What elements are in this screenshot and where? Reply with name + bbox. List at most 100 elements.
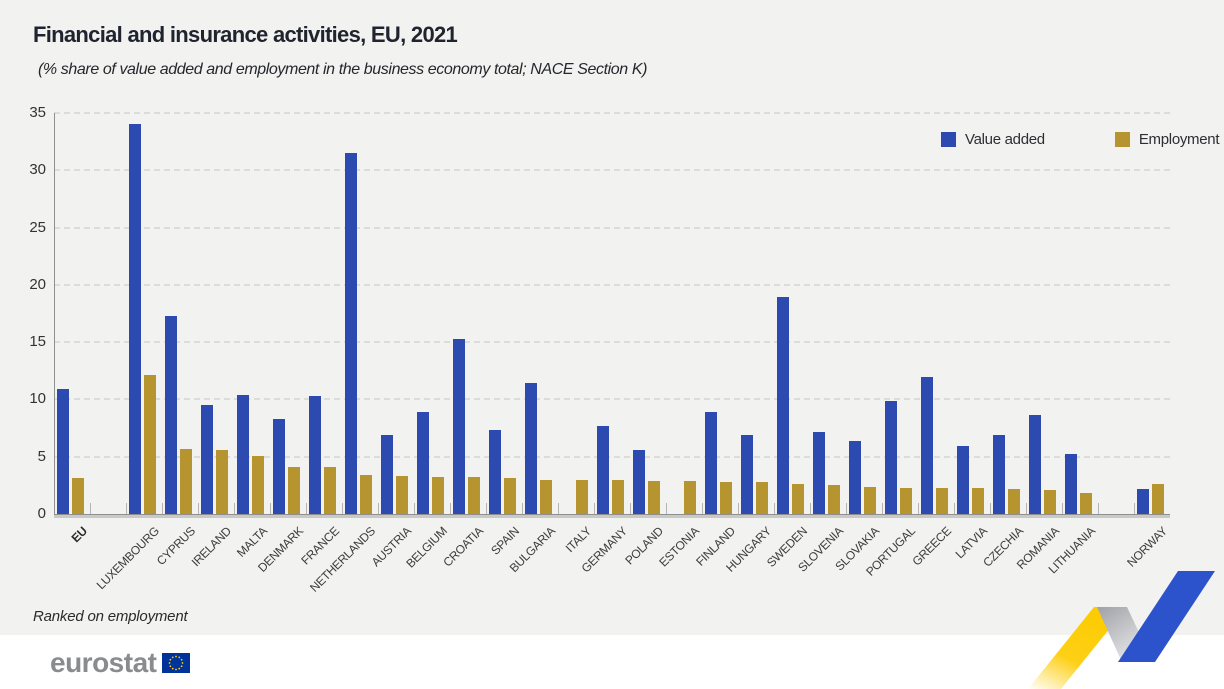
bar-employment-belgium: [431, 477, 445, 514]
bar-value-added-czechia: [993, 434, 1006, 514]
bar-employment-cyprus: [179, 448, 193, 514]
x-axis-group-tick: [89, 503, 91, 514]
x-axis-group-tick: [233, 503, 235, 514]
x-axis-group-tick: [773, 503, 775, 514]
x-axis-group-tick: [989, 503, 991, 514]
legend-label-employment: Employment: [1138, 131, 1220, 148]
y-axis-tick-label: 25: [29, 218, 46, 236]
y-axis-tick-label: 10: [29, 390, 46, 408]
bar-employment-slovakia: [863, 486, 877, 514]
x-axis-group-tick: [593, 503, 595, 514]
bar-value-added-romania: [1029, 415, 1042, 514]
x-axis-group-tick: [665, 503, 667, 514]
x-axis-group-tick: [809, 503, 811, 514]
bar-value-added-greece: [921, 376, 934, 514]
gridline-15: [53, 341, 1170, 344]
bar-employment-portugal: [899, 487, 913, 514]
x-axis-group-tick: [737, 503, 739, 514]
bar-employment-czechia: [1007, 488, 1021, 514]
x-axis-group-tick: [629, 503, 631, 514]
bar-value-added-malta: [237, 394, 250, 514]
bar-employment-austria: [395, 476, 409, 514]
x-axis-group-tick: [1025, 503, 1027, 514]
chart-subtitle: (% share of value added and employment i…: [38, 61, 648, 78]
bar-value-added-eu: [57, 389, 69, 514]
bar-value-added-france: [309, 395, 322, 514]
bar-employment-finland: [719, 481, 733, 514]
bar-value-added-slovakia: [849, 440, 862, 514]
x-axis-group-tick: [305, 503, 307, 514]
x-axis-group-tick: [881, 503, 883, 514]
bar-value-added-portugal: [885, 400, 898, 514]
y-axis-line: [53, 113, 55, 514]
gridline-25: [53, 226, 1170, 229]
legend-label-value-added: Value added: [965, 131, 1045, 148]
eurostat-logo: eurostat: [50, 646, 191, 680]
bar-value-added-sweden: [777, 297, 790, 514]
bar-value-added-lithuania: [1065, 454, 1078, 514]
bar-value-added-luxembourg: [129, 124, 142, 514]
bar-employment-ireland: [215, 449, 229, 514]
x-axis-group-tick: [1061, 503, 1063, 514]
bar-employment-bulgaria: [539, 479, 553, 514]
bar-employment-denmark: [287, 467, 301, 514]
bar-employment-poland: [647, 480, 661, 514]
x-axis-group-tick: [125, 503, 127, 514]
bar-value-added-norway: [1137, 488, 1150, 514]
bar-employment-luxembourg: [143, 375, 157, 514]
x-axis-line: [53, 514, 1170, 515]
chart-footnote: Ranked on employment: [33, 608, 188, 625]
x-axis-group-tick: [377, 503, 379, 514]
y-axis-tick-label: 0: [37, 505, 46, 522]
gridline-35: [53, 112, 1170, 114]
chart-title: Financial and insurance activities, EU, …: [33, 22, 458, 47]
legend-swatch-employment: [1114, 132, 1130, 147]
gridline-5: [53, 455, 1170, 458]
bar-employment-romania: [1043, 489, 1057, 514]
bar-value-added-belgium: [417, 412, 430, 514]
eu-flag-icon: [162, 653, 191, 673]
eu-flag-stars: [169, 655, 184, 671]
gridline-30: [53, 169, 1170, 172]
eurostat-wordmark: eurostat: [50, 647, 157, 678]
gridline-10: [53, 398, 1170, 401]
bar-value-added-netherlands: [345, 153, 358, 514]
x-axis-group-tick: [341, 503, 343, 514]
bar-employment-estonia: [683, 480, 697, 514]
bar-value-added-germany: [597, 425, 610, 514]
y-axis-tick-label: 35: [29, 104, 46, 121]
x-axis-group-tick: [485, 503, 487, 514]
bar-employment-malta: [251, 455, 265, 514]
x-axis-group-tick: [845, 503, 847, 514]
legend: Value added Employment: [941, 131, 1220, 148]
bar-value-added-spain: [489, 430, 502, 514]
x-axis-group-tick: [557, 503, 559, 514]
bar-employment-croatia: [467, 477, 481, 514]
x-axis-group-tick: [1133, 503, 1135, 514]
bar-employment-germany: [611, 479, 625, 514]
bar-employment-latvia: [971, 487, 985, 514]
bar-value-added-cyprus: [165, 315, 178, 514]
bar-employment-italy: [575, 479, 589, 514]
bar-employment-hungary: [755, 481, 769, 514]
bar-value-added-bulgaria: [525, 383, 538, 514]
x-axis-group-tick: [413, 503, 415, 514]
bar-employment-greece: [935, 487, 949, 514]
y-axis-tick-label: 15: [29, 333, 46, 351]
x-axis-group-tick: [449, 503, 451, 514]
bar-value-added-ireland: [201, 405, 214, 514]
bar-employment-slovenia: [827, 485, 841, 514]
bar-value-added-latvia: [957, 446, 970, 514]
legend-swatch-value-added: [941, 132, 956, 147]
bar-value-added-finland: [705, 412, 718, 514]
figure-background: [0, 0, 1224, 635]
bar-value-added-poland: [633, 449, 646, 514]
bar-value-added-croatia: [453, 338, 466, 514]
bar-value-added-denmark: [273, 418, 286, 514]
bar-employment-eu: [71, 478, 84, 514]
bar-employment-france: [323, 467, 337, 514]
y-axis-tick-label: 20: [29, 275, 46, 293]
x-axis-group-tick: [953, 503, 955, 514]
bar-employment-sweden: [791, 484, 805, 514]
